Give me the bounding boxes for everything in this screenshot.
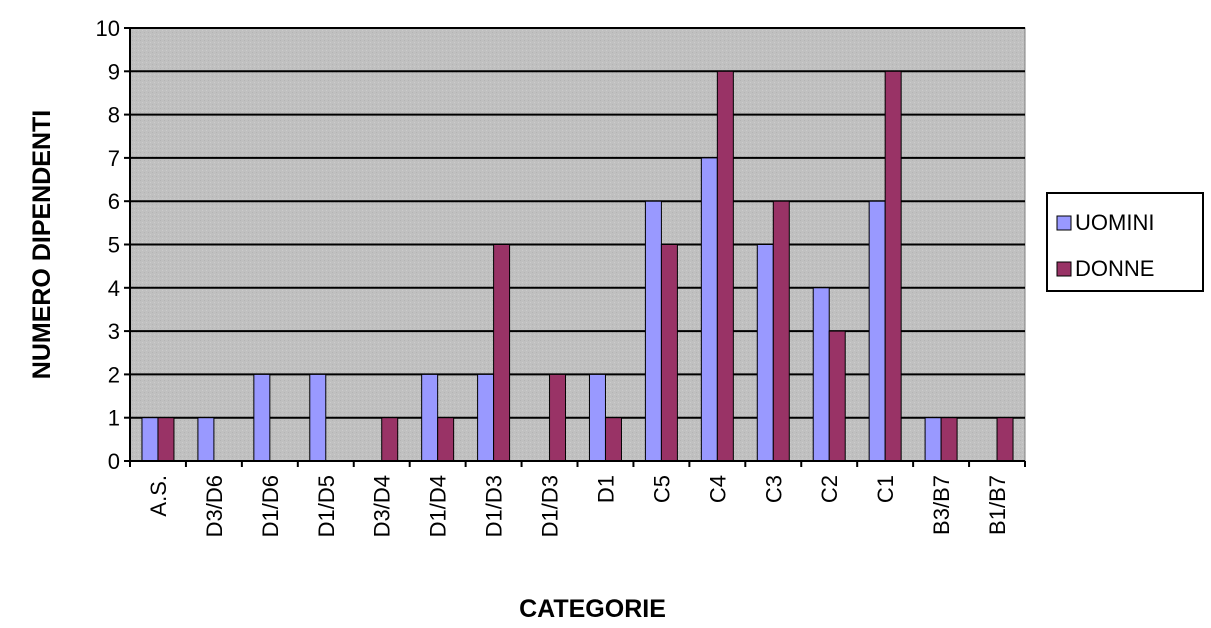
x-axis-title: CATEGORIE — [519, 595, 666, 623]
legend-label-donne: DONNE — [1075, 256, 1154, 281]
bar-uomini-13 — [812, 287, 830, 462]
bar-uomini-2 — [197, 417, 215, 462]
y-tick-label: 0 — [108, 449, 120, 474]
y-tick-label: 8 — [108, 103, 120, 128]
bar-donne-5 — [381, 417, 399, 462]
legend-label-uomini: UOMINI — [1075, 210, 1154, 235]
bar-donne-12 — [772, 200, 790, 462]
bar-donne-16 — [996, 417, 1014, 462]
x-tick-label: D1 — [593, 475, 618, 503]
y-tick-label: 1 — [108, 406, 120, 431]
bar-uomini-1 — [141, 417, 159, 462]
bar-uomini-14 — [868, 200, 886, 462]
x-tick-label: C5 — [649, 475, 674, 503]
x-tick-label: D3/D4 — [370, 475, 395, 537]
x-tick-label: C3 — [761, 475, 786, 503]
x-tick-label: D1/D3 — [482, 475, 507, 537]
y-tick-label: 5 — [108, 233, 120, 258]
bar-uomini-6 — [421, 373, 439, 462]
bar-uomini-10 — [644, 200, 662, 462]
bar-donne-11 — [716, 70, 734, 462]
bar-uomini-3 — [253, 373, 271, 462]
x-tick-label: D1/D6 — [258, 475, 283, 537]
x-tick-label: D1/D4 — [426, 475, 451, 537]
legend: UOMINI DONNE — [1046, 192, 1204, 292]
y-tick-label: 7 — [108, 146, 120, 171]
y-tick-label: 9 — [108, 59, 120, 84]
x-tick-label: D3/D6 — [202, 475, 227, 537]
bar-donne-7 — [493, 244, 511, 462]
y-tick-label: 10 — [96, 16, 120, 41]
x-tick-label: A.S. — [146, 475, 171, 517]
x-tick-label: B1/B7 — [985, 475, 1010, 535]
bar-uomini-9 — [588, 373, 606, 462]
legend-box — [1046, 192, 1204, 292]
bar-donne-14 — [884, 70, 902, 462]
y-tick-label: 6 — [108, 189, 120, 214]
bar-donne-6 — [437, 417, 455, 462]
x-tick-label: B3/B7 — [929, 475, 954, 535]
x-tick-label: C2 — [817, 475, 842, 503]
legend-swatch-donne — [1056, 261, 1072, 277]
bar-uomini-7 — [477, 373, 495, 462]
x-tick-label: D1/D5 — [314, 475, 339, 537]
bar-uomini-4 — [309, 373, 327, 462]
y-tick-label: 2 — [108, 362, 120, 387]
bar-uomini-11 — [700, 157, 718, 462]
bar-donne-8 — [549, 373, 567, 462]
bar-uomini-12 — [756, 244, 774, 462]
bar-donne-13 — [828, 330, 846, 462]
y-axis-title: NUMERO DIPENDENTI — [28, 110, 56, 379]
y-tick-label: 4 — [108, 276, 120, 301]
x-tick-label: C1 — [873, 475, 898, 503]
bar-donne-15 — [940, 417, 958, 462]
bar-uomini-15 — [924, 417, 942, 462]
x-tick-label: D1/D3 — [538, 475, 563, 537]
bar-donne-1 — [157, 417, 175, 462]
bar-donne-9 — [604, 417, 622, 462]
y-tick-label: 3 — [108, 319, 120, 344]
legend-swatch-uomini — [1056, 215, 1072, 231]
x-tick-label: C4 — [705, 475, 730, 503]
bar-donne-10 — [660, 244, 678, 462]
